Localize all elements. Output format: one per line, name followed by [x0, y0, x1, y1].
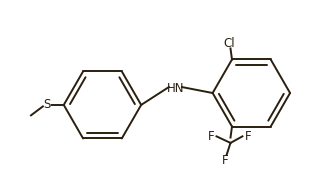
Text: F: F: [222, 154, 229, 167]
Text: S: S: [44, 98, 51, 112]
Text: F: F: [245, 130, 251, 143]
Text: F: F: [208, 130, 215, 143]
Text: HN: HN: [167, 82, 184, 95]
Text: Cl: Cl: [223, 37, 235, 50]
